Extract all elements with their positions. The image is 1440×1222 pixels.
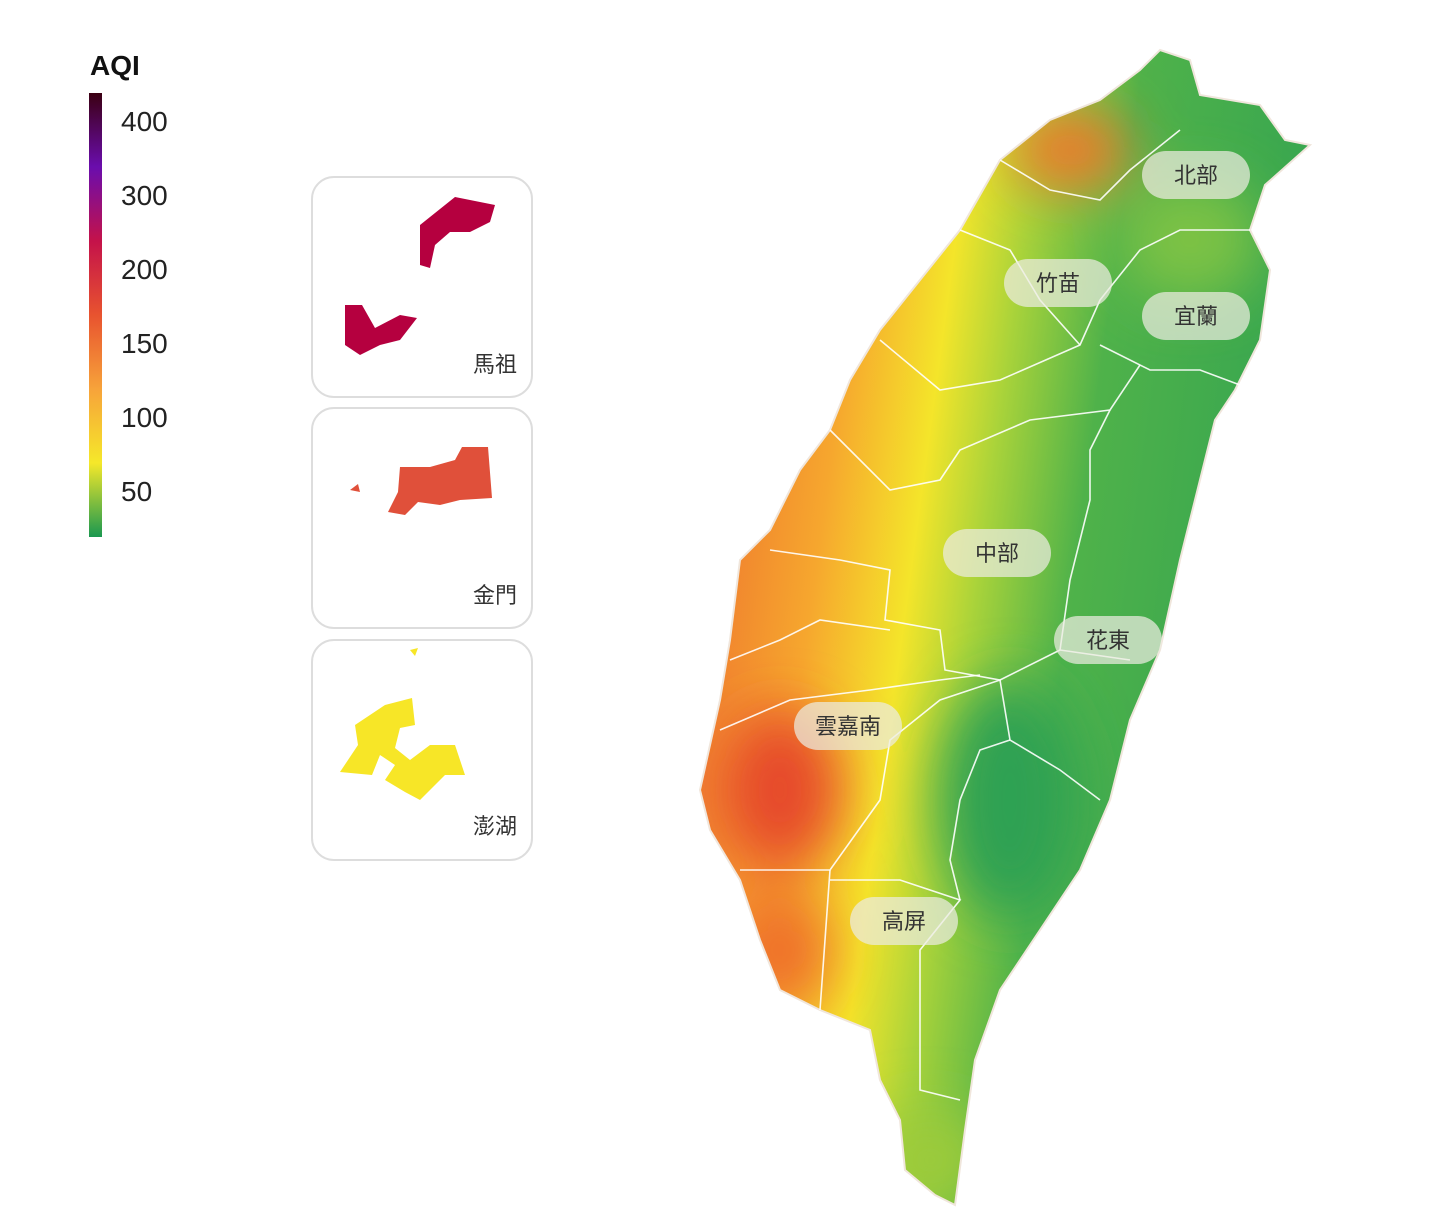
region-label: 竹苗 <box>1036 272 1080 297</box>
inset-box <box>311 639 533 861</box>
region-label: 北部 <box>1174 164 1218 189</box>
inset-label: 澎湖 <box>473 815 517 840</box>
region-label: 高屏 <box>882 910 926 935</box>
region-label: 中部 <box>975 542 1019 567</box>
island-shape[interactable] <box>345 197 495 355</box>
region-pill <box>794 702 902 750</box>
region-label: 花東 <box>1086 629 1130 654</box>
region-pill <box>850 897 958 945</box>
region-pill <box>1004 259 1112 307</box>
region-pill <box>1054 616 1162 664</box>
legend-tick-label: 100 <box>121 402 168 433</box>
inset-label: 馬祖 <box>473 353 517 378</box>
island-shape[interactable] <box>340 648 465 800</box>
region-label: 雲嘉南 <box>815 715 881 740</box>
legend-tick-label: 400 <box>121 106 168 137</box>
region-pill <box>1142 292 1250 340</box>
island-shape[interactable] <box>350 447 492 515</box>
legend: AQI 400 300 200 150 100 50 <box>89 50 168 537</box>
inset-label: 金門 <box>473 584 517 609</box>
legend-title: AQI <box>90 50 140 81</box>
legend-tick-label: 150 <box>121 328 168 359</box>
color-scale <box>89 93 102 537</box>
legend-tick-label: 300 <box>121 180 168 211</box>
legend-tick-label: 50 <box>121 476 152 507</box>
insets: 馬祖 金門 澎湖 <box>311 176 533 861</box>
region-pill <box>1142 151 1250 199</box>
legend-tick-label: 200 <box>121 254 168 285</box>
region-label: 宜蘭 <box>1174 305 1218 330</box>
region-pill <box>943 529 1051 577</box>
